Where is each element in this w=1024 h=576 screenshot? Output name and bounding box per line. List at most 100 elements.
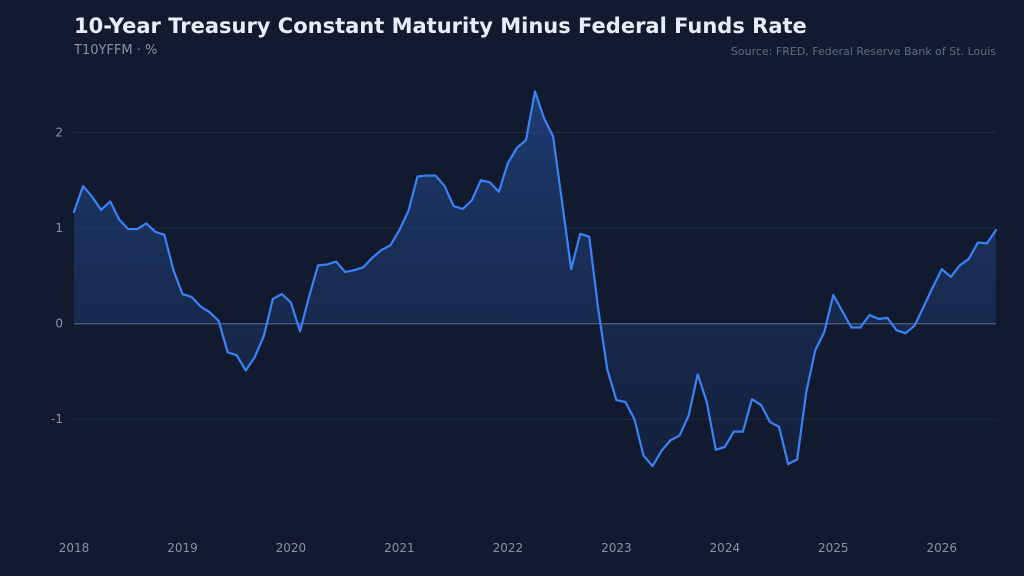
data-point [677,433,682,438]
data-point [632,417,637,422]
y-tick-label: 1 [55,221,63,235]
x-tick-label: 2021 [384,541,415,555]
data-point [722,444,727,449]
data-point [695,372,700,377]
data-point [840,309,845,314]
data-point [542,116,547,121]
data-point [957,263,962,268]
data-point [984,241,989,246]
data-point [921,304,926,309]
data-point [279,292,284,297]
data-point [460,207,465,212]
data-point [623,400,628,405]
data-point [415,174,420,179]
data-point [876,316,881,321]
data-point [451,204,456,209]
data-point [180,292,185,297]
data-point [758,402,763,407]
data-point [777,424,782,429]
data-point [171,268,176,273]
data-point [704,400,709,405]
data-point [352,268,357,273]
data-point [307,294,312,299]
data-point [90,194,95,199]
data-point [135,227,140,232]
data-point [442,184,447,189]
data-point [822,330,827,335]
data-point [99,207,104,212]
data-point [406,208,411,213]
data-point [686,413,691,418]
data-point [478,178,483,183]
data-point [867,313,872,318]
data-point [288,300,293,305]
data-point [216,318,221,323]
data-point [225,350,230,355]
data-point [252,355,257,360]
data-point [198,304,203,309]
data-point [153,229,158,234]
data-point [496,189,501,194]
data-point [126,227,131,232]
data-point [370,255,375,260]
data-point [316,263,321,268]
data-point [641,453,646,458]
x-tick-label: 2019 [167,541,198,555]
data-point [578,231,583,236]
series-line-path [72,90,998,468]
data-point [234,353,239,358]
data-point [849,325,854,330]
data-point [858,325,863,330]
data-point [804,390,809,395]
x-tick-label: 2022 [493,541,524,555]
data-point [397,228,402,233]
data-point [469,198,474,203]
data-point [487,180,492,185]
data-point [433,173,438,178]
data-point [614,398,619,403]
data-point [912,323,917,328]
y-axis-ticks: 2 1 0 -1 [51,126,63,427]
data-point [379,248,384,253]
x-tick-label: 2024 [710,541,741,555]
data-point [108,199,113,204]
data-point [560,200,565,205]
data-point [731,429,736,434]
data-point [144,221,149,226]
data-point [885,315,890,320]
x-tick-label: 2020 [276,541,307,555]
data-point [514,145,519,150]
data-point [261,334,266,339]
data-point [533,89,538,94]
data-point [523,138,528,143]
data-point [659,448,664,453]
x-tick-label: 2018 [59,541,90,555]
data-point [297,329,302,334]
data-point [243,368,248,373]
data-point [325,262,330,267]
data-point [117,217,122,222]
x-axis-ticks: 2018 2019 2020 2021 2022 2023 2024 2025 2026 [59,541,957,555]
data-point [424,173,429,178]
y-tick-label: 2 [55,126,63,140]
data-point [749,397,754,402]
y-tick-label: -1 [51,412,63,426]
data-point [207,310,212,315]
chart-title: 10-Year Treasury Constant Maturity Minus… [74,14,807,38]
data-point [768,420,773,425]
data-point [587,234,592,239]
data-point [551,134,556,139]
area-fill [74,91,996,467]
data-point [596,307,601,312]
series-line [72,90,998,468]
chart-subtitle: T10YFFM · % [74,43,158,58]
data-point [189,294,194,299]
data-point [668,438,673,443]
y-tick-label: 0 [55,317,63,331]
data-point [786,462,791,467]
data-point [162,232,167,237]
data-point [343,270,348,275]
data-point [994,228,999,233]
data-point [831,293,836,298]
